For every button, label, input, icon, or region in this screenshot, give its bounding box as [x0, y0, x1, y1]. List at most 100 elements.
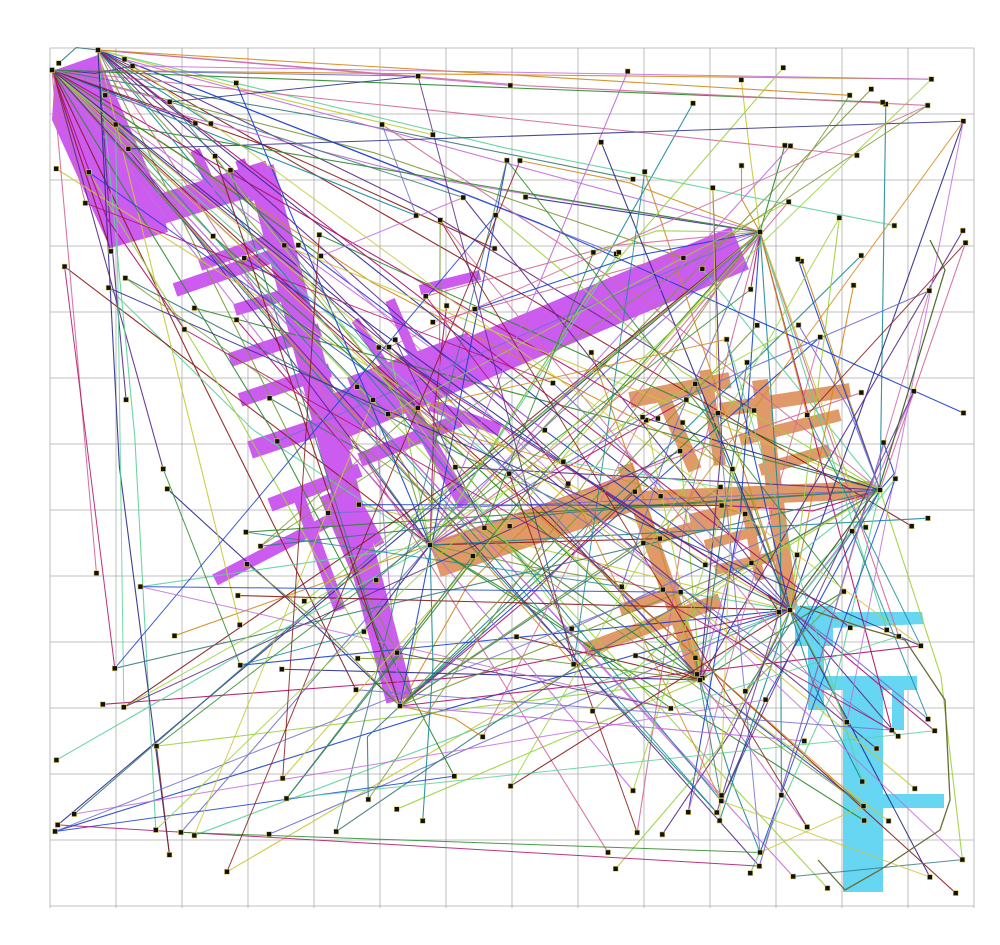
node — [598, 139, 604, 146]
edge — [552, 382, 791, 611]
node — [883, 627, 890, 633]
edge — [97, 49, 511, 527]
edge — [399, 160, 508, 707]
edge — [51, 69, 828, 889]
node — [683, 396, 690, 403]
node — [153, 743, 160, 749]
node — [507, 82, 514, 89]
node — [522, 194, 529, 200]
edge — [51, 69, 916, 790]
edge — [744, 489, 881, 692]
edge — [573, 171, 646, 665]
node — [926, 287, 933, 294]
edge — [396, 652, 671, 709]
node — [860, 803, 867, 809]
node — [565, 480, 572, 487]
node — [927, 874, 933, 880]
edge — [229, 170, 401, 707]
edge — [51, 69, 760, 867]
node — [479, 734, 486, 740]
node — [61, 263, 68, 270]
node — [960, 227, 966, 234]
node — [659, 831, 666, 838]
node — [715, 410, 721, 416]
edge — [214, 155, 573, 629]
edge — [387, 201, 789, 415]
edge — [97, 49, 661, 497]
edge — [632, 410, 755, 791]
node — [710, 185, 716, 191]
node — [640, 540, 647, 546]
node — [618, 583, 625, 590]
edge — [162, 468, 241, 666]
node — [112, 665, 118, 672]
edge — [399, 324, 758, 707]
edge — [719, 469, 733, 821]
node — [908, 523, 915, 529]
edge — [108, 287, 922, 647]
edge — [97, 49, 928, 106]
edge — [789, 609, 936, 732]
edge — [335, 489, 881, 833]
edge — [567, 483, 722, 802]
edge — [381, 124, 417, 216]
edge — [749, 489, 881, 874]
node — [641, 168, 648, 175]
region-orange-bar — [582, 593, 723, 657]
node — [108, 248, 114, 255]
edge — [115, 124, 125, 708]
edge — [439, 219, 848, 723]
node — [137, 583, 144, 590]
edge — [51, 69, 417, 217]
edge — [260, 407, 419, 547]
edge — [417, 407, 864, 807]
node — [235, 592, 241, 599]
edge — [367, 95, 851, 800]
edge — [851, 531, 929, 720]
node — [756, 863, 763, 869]
node — [54, 822, 61, 828]
node — [776, 609, 782, 615]
node — [550, 380, 556, 386]
node — [356, 501, 362, 508]
node — [153, 827, 159, 833]
node — [924, 102, 931, 109]
node — [787, 143, 794, 149]
node — [121, 704, 127, 711]
node — [164, 486, 171, 492]
edge — [510, 217, 840, 787]
edge — [716, 554, 798, 813]
node — [634, 829, 640, 836]
node — [697, 677, 703, 683]
node — [541, 427, 548, 433]
node — [605, 849, 611, 856]
node — [166, 99, 173, 105]
edge — [417, 75, 575, 665]
node — [181, 326, 188, 333]
edge — [97, 49, 212, 125]
edge — [51, 69, 170, 103]
edge — [429, 544, 865, 821]
edge — [726, 339, 791, 611]
edge — [58, 47, 99, 64]
nodes-layer — [49, 47, 969, 896]
edge — [699, 187, 723, 681]
node — [931, 728, 938, 734]
edge — [245, 489, 881, 533]
edge — [51, 69, 957, 894]
edge — [169, 101, 464, 199]
edge — [74, 699, 766, 815]
edge — [97, 49, 850, 96]
edge — [759, 145, 786, 233]
edge — [484, 527, 701, 681]
node — [716, 817, 723, 824]
node — [713, 809, 720, 816]
node — [787, 607, 793, 613]
node — [850, 282, 857, 289]
node — [517, 157, 523, 164]
edge — [759, 231, 782, 796]
node — [630, 176, 636, 182]
node — [241, 255, 248, 261]
edge — [237, 594, 791, 611]
node — [460, 194, 467, 201]
